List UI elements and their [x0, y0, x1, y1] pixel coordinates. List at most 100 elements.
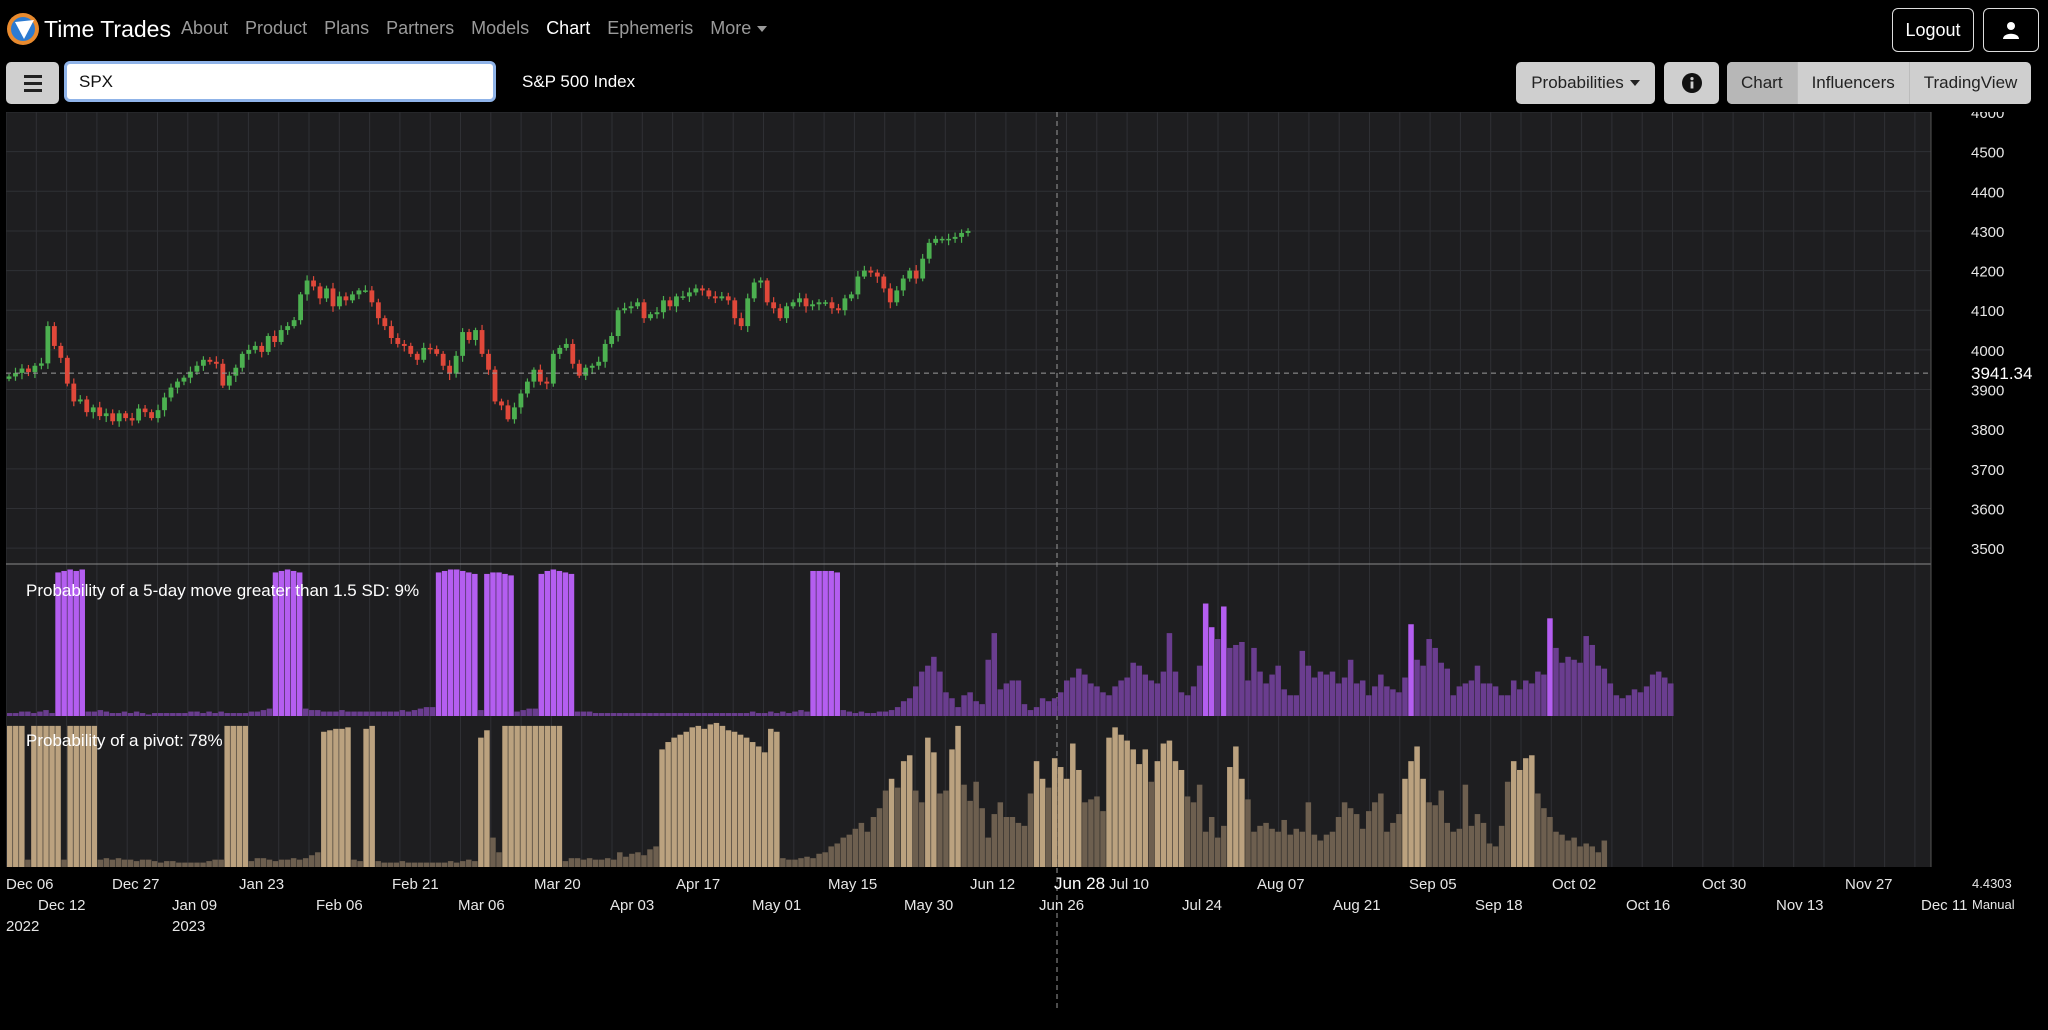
menu-toggle-button[interactable] — [6, 62, 59, 104]
probability-pivot-bar — [224, 725, 230, 867]
candle-body — [758, 280, 764, 283]
candle — [661, 295, 666, 319]
probability-move-bar — [31, 713, 37, 716]
probability-pivot-bar — [925, 737, 931, 867]
candle-body — [622, 308, 627, 311]
probability-pivot-bar — [1003, 817, 1010, 867]
probability-move-bar — [1057, 692, 1064, 716]
probability-pivot-bar — [435, 862, 442, 867]
nav-partners[interactable]: Partners — [386, 18, 455, 38]
probability-move-bar — [598, 713, 605, 716]
probability-move-bar — [1668, 683, 1674, 716]
probability-pivot-bar — [574, 858, 581, 867]
price-chart[interactable]: 3500 3600 3700 3800 3900 4000 4100 4200 4300 4400… — [5, 105, 2048, 1012]
probability-pivot-bar — [43, 725, 49, 867]
candle — [116, 410, 122, 427]
candle — [129, 412, 135, 426]
probability-move-bar — [810, 570, 816, 716]
user-button[interactable] — [1983, 8, 2039, 52]
scale-value-label: 4.4303 — [1972, 876, 2012, 891]
info-button[interactable] — [1664, 62, 1719, 104]
probability-move-bar — [321, 711, 327, 716]
candle-body — [213, 361, 219, 364]
nav-plans[interactable]: Plans — [324, 18, 370, 38]
tab-influencers[interactable]: Influencers — [1798, 62, 1910, 104]
candle-body — [460, 332, 465, 356]
probability-move-bar — [260, 710, 267, 716]
probability-move-bar — [484, 573, 490, 716]
x-tick-label: Oct 02 — [1552, 876, 1596, 893]
probability-pivot-bar — [659, 749, 665, 867]
candle — [123, 410, 129, 422]
probability-pivot-bar — [290, 858, 297, 867]
candle — [201, 356, 206, 371]
probability-pivot-bar — [49, 725, 55, 867]
candle — [226, 371, 232, 390]
candle-body — [473, 330, 478, 340]
candle — [369, 286, 375, 307]
nav-ephemeris[interactable]: Ephemeris — [607, 18, 694, 38]
chart-background — [6, 112, 1931, 867]
candle-body — [810, 304, 815, 307]
candle-body — [589, 365, 595, 368]
probability-pivot-bar — [127, 859, 134, 867]
probability-pivot-bar — [502, 725, 508, 867]
probability-move-bar — [731, 713, 738, 716]
probability-move-bar — [1637, 692, 1644, 716]
probability-pivot-bar — [1184, 796, 1191, 867]
nav-about[interactable]: About — [181, 18, 229, 38]
candle-body — [790, 302, 796, 307]
probability-pivot-bar — [520, 725, 526, 867]
probabilities-dropdown[interactable]: Probabilities — [1516, 62, 1655, 104]
probability-move-bar — [230, 713, 236, 716]
probability-pivot-bar — [484, 730, 490, 867]
candle-body — [84, 399, 90, 413]
probability-pivot-bar — [1456, 828, 1463, 867]
logout-button[interactable]: Logout — [1892, 8, 1974, 52]
probability-move-bar — [109, 713, 116, 716]
probability-move-bar — [882, 711, 889, 716]
candle — [563, 338, 569, 351]
candle-body — [285, 326, 291, 331]
probability-pivot-bar — [1227, 767, 1233, 867]
probability-move-bar — [822, 570, 828, 716]
tab-chart[interactable]: Chart — [1727, 62, 1798, 104]
probability-pivot-bar — [158, 862, 164, 867]
probability-move-bar — [532, 708, 538, 716]
candle-body — [939, 238, 945, 241]
symbol-search-input[interactable] — [64, 61, 496, 102]
tab-tradingview[interactable]: TradingView — [1923, 73, 2018, 92]
probability-move-bar — [1347, 659, 1354, 716]
probability-pivot-bar — [1529, 755, 1535, 867]
candle-body — [667, 300, 673, 307]
nav-more[interactable]: More — [710, 18, 784, 39]
nav-chart[interactable]: Chart — [546, 18, 591, 38]
probability-move-bar — [514, 711, 520, 716]
x-tick-label: Dec 06 — [6, 876, 54, 893]
probability-pivot-bar — [103, 858, 110, 867]
probability-pivot-bar — [919, 802, 925, 867]
nav-models[interactable]: Models — [471, 18, 530, 38]
x-tick-label: Jul 24 — [1182, 897, 1222, 914]
candle — [654, 307, 660, 319]
chart-area[interactable]: 3500 3600 3700 3800 3900 4000 4100 4200 4300 4400… — [5, 105, 2048, 1012]
hamburger-icon-line — [23, 88, 42, 92]
candle-body — [375, 302, 381, 319]
candle — [900, 274, 906, 296]
probability-move-bar — [1305, 665, 1312, 716]
candle-body — [447, 365, 453, 374]
probability-pivot-bar — [737, 734, 744, 867]
probability-move-bar — [345, 711, 351, 716]
candle — [375, 298, 381, 325]
probability-pivot-bar — [1517, 769, 1523, 867]
candle — [90, 404, 96, 419]
candle — [836, 303, 841, 314]
x-tick-label: Apr 03 — [610, 897, 654, 914]
probability-pivot-bar — [357, 861, 363, 867]
brand[interactable]: Time Trades — [6, 10, 171, 48]
candle — [447, 360, 453, 381]
probability-pivot-bar — [556, 725, 563, 867]
nav-product[interactable]: Product — [245, 18, 308, 38]
probability-pivot-bar — [1015, 822, 1022, 867]
probability-move-bar — [1390, 689, 1396, 716]
